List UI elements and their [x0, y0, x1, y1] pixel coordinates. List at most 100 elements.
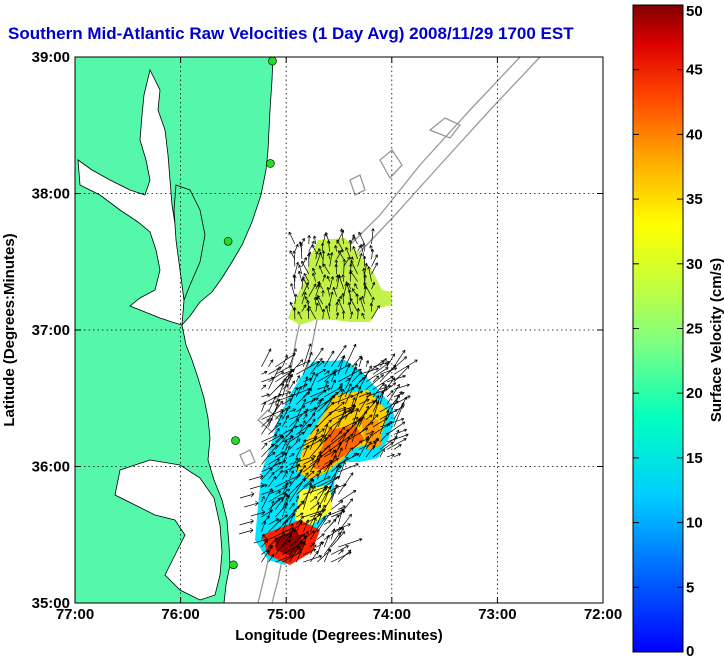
- velocity-arrow: [315, 251, 319, 260]
- velocity-arrow: [317, 360, 325, 368]
- velocity-arrow: [393, 359, 418, 375]
- velocity-arrow: [310, 473, 319, 480]
- velocity-arrow: [338, 463, 359, 473]
- velocity-arrow: [321, 250, 326, 267]
- velocity-arrow: [303, 377, 312, 383]
- velocity-arrow: [302, 276, 310, 290]
- velocity-arrow: [308, 240, 315, 252]
- velocity-arrow: [327, 252, 331, 260]
- y-tick-label: 38:00: [32, 186, 70, 203]
- velocity-arrow: [303, 413, 308, 420]
- velocity-arrow: [296, 405, 306, 413]
- velocity-arrow: [386, 356, 408, 375]
- velocity-arrow: [303, 458, 315, 465]
- velocity-arrow: [337, 383, 343, 390]
- velocity-arrow: [316, 454, 322, 465]
- velocity-arrow: [261, 370, 268, 375]
- velocity-arrow: [337, 368, 362, 383]
- velocity-arrow: [363, 282, 372, 297]
- velocity-arrow: [393, 383, 410, 390]
- velocity-arrow: [317, 428, 325, 435]
- velocity-arrow: [332, 286, 338, 297]
- velocity-arrow: [244, 500, 259, 508]
- chart-title: Southern Mid-Atlantic Raw Velocities (1 …: [8, 24, 574, 43]
- velocity-arrow: [357, 253, 363, 267]
- velocity-arrow: [289, 380, 295, 390]
- velocity-arrow: [323, 380, 329, 390]
- y-tick-label: 36:00: [32, 459, 70, 476]
- colorbar-tick-label: 20: [686, 385, 703, 402]
- colorbar: [632, 4, 684, 653]
- velocity-arrow: [317, 457, 339, 473]
- velocity-arrow: [282, 494, 289, 510]
- velocity-arrow: [345, 247, 351, 260]
- velocity-arrow: [304, 296, 310, 305]
- velocity-arrow: [324, 232, 331, 245]
- velocity-arrow: [379, 448, 385, 458]
- velocity-arrow: [303, 472, 309, 480]
- velocity-arrow: [358, 414, 379, 435]
- velocity-arrow: [309, 357, 323, 375]
- velocity-arrow: [316, 399, 322, 405]
- velocity-arrow: [294, 261, 300, 275]
- velocity-arrow: [275, 469, 283, 480]
- x-axis-label: Longitude (Degrees:Minutes): [235, 627, 443, 644]
- radar-station-marker: [268, 57, 277, 66]
- velocity-arrow: [298, 264, 303, 275]
- velocity-arrow: [344, 364, 350, 375]
- velocity-arrow: [275, 428, 280, 435]
- velocity-arrow: [337, 549, 352, 563]
- velocity-arrow: [275, 490, 282, 495]
- velocity-arrow: [308, 251, 312, 260]
- velocity-arrow: [312, 272, 317, 282]
- velocity-arrow: [289, 348, 297, 367]
- velocity-arrow: [268, 458, 280, 473]
- velocity-arrow: [248, 473, 264, 481]
- radar-station-marker: [231, 436, 240, 445]
- velocity-arrow: [296, 512, 304, 518]
- velocity-arrow: [372, 438, 380, 443]
- velocity-arrow: [323, 419, 332, 428]
- velocity-arrow: [358, 398, 370, 405]
- velocity-arrow: [393, 453, 401, 458]
- velocity-arrow: [338, 483, 347, 488]
- velocity-arrow: [238, 527, 254, 535]
- velocity-arrow: [310, 387, 331, 398]
- colorbar-tick-label: 30: [686, 256, 703, 273]
- velocity-arrow: [268, 500, 275, 518]
- velocity-arrow: [296, 501, 305, 510]
- velocity-arrow: [344, 377, 351, 383]
- y-axis-ticks: 35:00 36:00 37:00 38:00 39:00: [32, 49, 603, 612]
- velocity-arrow: [296, 457, 301, 465]
- velocity-arrow: [289, 301, 296, 312]
- velocity-arrow: [349, 311, 354, 320]
- velocity-arrow: [347, 302, 352, 312]
- velocity-arrow: [275, 414, 283, 428]
- velocity-arrow: [372, 375, 394, 390]
- velocity-arrow: [268, 518, 279, 525]
- velocity-arrow: [358, 367, 379, 375]
- velocity-arrow: [317, 384, 330, 390]
- velocity-arrow: [289, 527, 295, 540]
- velocity-arrow: [365, 421, 374, 428]
- velocity-arrow: [351, 452, 358, 458]
- velocity-arrow: [351, 363, 358, 375]
- velocity-arrow: [331, 392, 339, 398]
- velocity-arrow: [289, 457, 299, 473]
- velocity-arrow: [268, 471, 275, 480]
- velocity-arrow: [358, 365, 372, 390]
- velocity-arrow: [337, 527, 344, 540]
- velocity-arrow: [365, 367, 389, 383]
- velocity-arrow: [372, 382, 385, 398]
- velocity-arrow: [310, 476, 331, 488]
- velocity-arrow: [386, 382, 397, 390]
- velocity-arrow: [316, 426, 332, 450]
- velocity-arrow: [344, 383, 352, 398]
- velocity-arrow: [250, 509, 266, 517]
- velocity-arrow: [301, 291, 307, 305]
- radar-station-marker: [229, 560, 238, 570]
- velocity-arrow: [337, 549, 344, 555]
- velocity-arrow: [275, 434, 284, 443]
- velocity-arrow: [330, 485, 339, 495]
- velocity-arrow: [318, 248, 324, 260]
